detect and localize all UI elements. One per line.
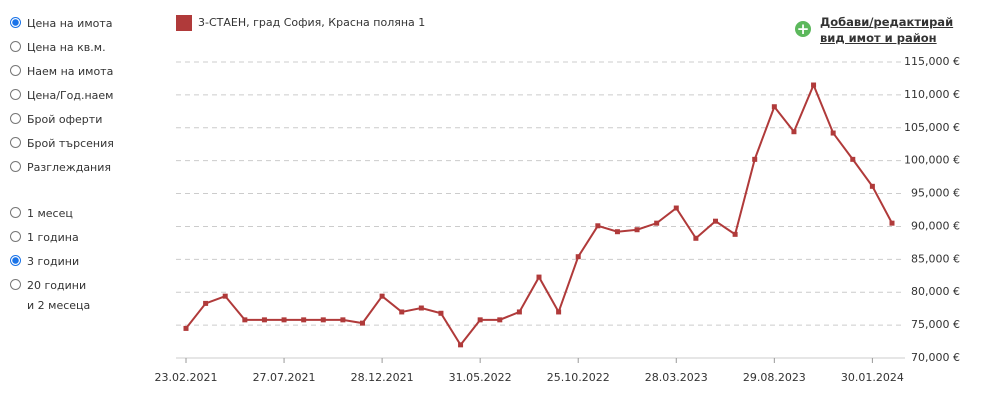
radio-button: [10, 89, 21, 100]
point: [242, 317, 248, 323]
point: [575, 254, 581, 260]
radio-button: [10, 17, 21, 28]
radio-button: [10, 279, 21, 290]
radio-option[interactable]: Цена на кв.м.: [10, 38, 106, 58]
y-tick-label: 85,000 €: [911, 252, 960, 265]
y-tick-label: 110,000 €: [904, 88, 960, 101]
point: [379, 293, 385, 299]
point: [281, 317, 287, 323]
x-tick-label: 28.03.2023: [645, 371, 708, 384]
radio-label: Разглеждания: [27, 161, 112, 174]
radio-label: Наем на имота: [27, 65, 114, 78]
radio-label: Цена/Год.наем: [27, 89, 114, 102]
x-tick-label: 28.12.2021: [351, 371, 414, 384]
radio-button: [10, 137, 21, 148]
point: [438, 310, 444, 316]
x-tick-label: 31.05.2022: [449, 371, 512, 384]
radio-label: Цена на имота: [27, 17, 113, 30]
point: [183, 325, 189, 331]
point: [791, 129, 797, 135]
point: [713, 218, 718, 224]
point: [301, 317, 307, 323]
radio-button: [10, 41, 21, 52]
radio-label: 1 година: [27, 231, 79, 244]
add-link[interactable]: + Добави/редактирай вид имот и район: [795, 14, 954, 46]
point: [399, 309, 405, 315]
point: [869, 183, 875, 189]
point: [752, 156, 758, 162]
point: [830, 130, 836, 136]
legend-label: 3-СТАЕН, град София, Красна поляна 1: [198, 16, 425, 29]
point: [771, 104, 777, 110]
y-tick-label: 70,000 €: [911, 351, 960, 364]
radio-option[interactable]: Брой оферти: [10, 110, 102, 130]
radio-button: [10, 113, 21, 124]
radio-option[interactable]: 3 години: [10, 252, 79, 272]
point: [360, 320, 365, 326]
radio-option[interactable]: Цена/Год.наем: [10, 86, 114, 106]
point: [222, 293, 228, 299]
radio-button: [10, 65, 21, 76]
point: [595, 223, 601, 229]
point: [634, 227, 640, 233]
radio-button: [10, 161, 21, 172]
y-tick-label: 105,000 €: [904, 121, 960, 134]
point: [340, 317, 346, 323]
radio-button: [10, 231, 21, 242]
x-tick-label: 25.10.2022: [547, 371, 610, 384]
radio-button: [10, 207, 21, 218]
point: [418, 305, 424, 311]
x-tick-label: 29.08.2023: [743, 371, 806, 384]
point: [477, 317, 483, 323]
radio-label: Цена на кв.м.: [27, 41, 106, 54]
point: [320, 317, 326, 323]
y-tick-label: 80,000 €: [911, 285, 960, 298]
radio-label: Брой търсения: [27, 137, 114, 150]
y-tick-label: 75,000 €: [911, 318, 960, 331]
point: [889, 220, 895, 226]
radio-label: 1 месец: [27, 207, 73, 220]
radio-option[interactable]: Разглеждания: [10, 158, 111, 178]
y-tick-label: 100,000 €: [904, 154, 960, 167]
point: [811, 82, 817, 88]
radio-option[interactable]: Брой търсения: [10, 134, 114, 154]
point: [732, 231, 738, 237]
radio-option[interactable]: 1 година: [10, 228, 79, 248]
point: [673, 205, 679, 211]
point: [614, 229, 620, 235]
point: [261, 317, 267, 323]
link-text: вид имот и район: [820, 31, 937, 45]
point: [850, 156, 856, 162]
radio-option[interactable]: Наем на имота: [10, 62, 113, 82]
y-tick-label: 95,000 €: [911, 187, 960, 200]
x-tick-label: 27.07.2021: [253, 371, 316, 384]
radio-label: 3 години: [27, 255, 80, 268]
radio-label: Брой оферти: [27, 113, 103, 126]
x-tick-label: 30.01.2024: [841, 371, 904, 384]
point: [516, 309, 522, 315]
radio-option[interactable]: 1 месец: [10, 204, 73, 224]
y-tick-label: 115,000 €: [904, 55, 960, 68]
radio-option[interactable]: Цена на имота: [10, 14, 113, 34]
point: [693, 235, 699, 241]
radio-button: [10, 255, 21, 266]
line: [185, 82, 893, 347]
radio-label: 20 години и 2 месеца: [27, 279, 91, 312]
point: [497, 317, 503, 323]
legend-swatch: [176, 15, 192, 31]
point: [654, 220, 660, 226]
radio-option[interactable]: 20 години и 2 месеца: [10, 276, 90, 316]
x-tick-label: 23.02.2021: [155, 371, 218, 384]
y-tick-label: 90,000 €: [911, 219, 960, 232]
plus-icon: +: [795, 20, 811, 38]
point: [536, 274, 542, 280]
point: [458, 342, 464, 348]
point: [556, 309, 562, 315]
point: [203, 300, 209, 306]
link-text: Добави/редактирай: [820, 15, 954, 29]
